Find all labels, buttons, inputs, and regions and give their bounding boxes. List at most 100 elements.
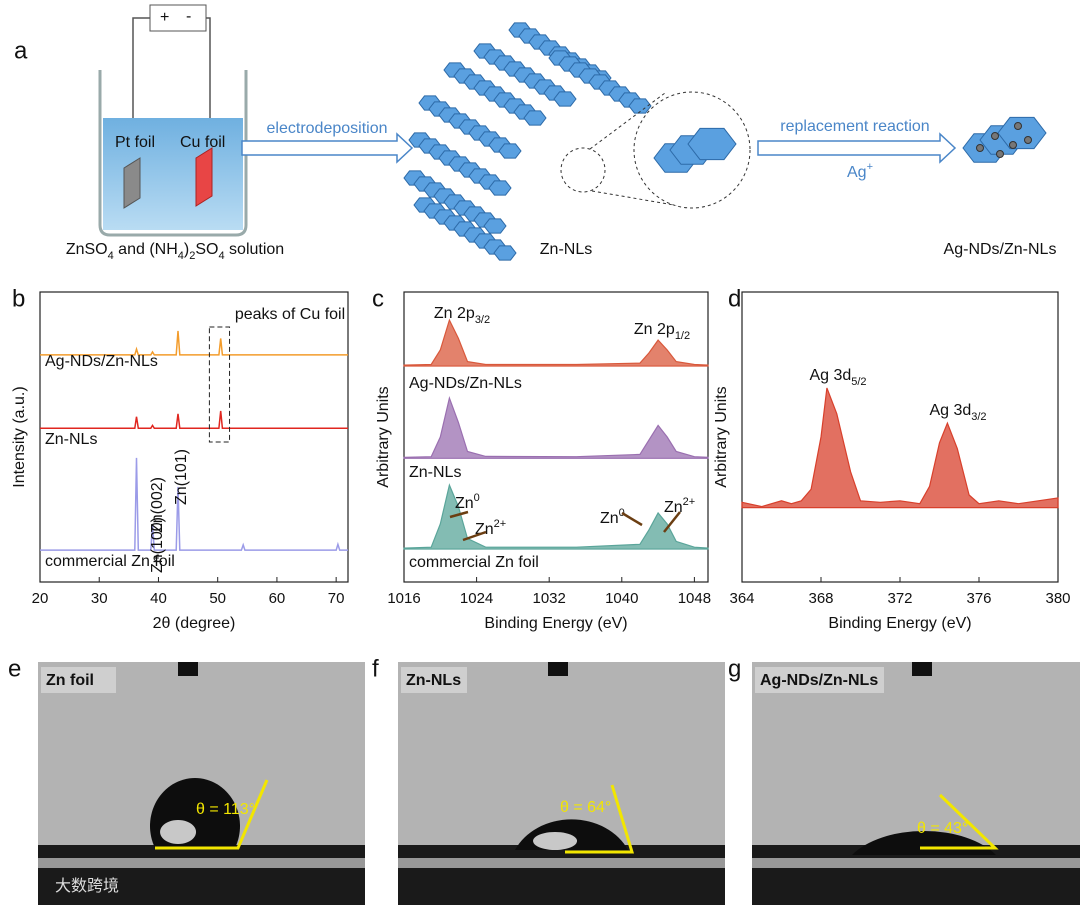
cu-foil-label: Cu foil	[180, 134, 225, 151]
hexagon	[493, 245, 517, 261]
panel-label: c	[372, 285, 384, 312]
text-part: 0	[619, 507, 625, 519]
ag-dot	[1024, 136, 1032, 144]
annotation: Zn2+	[664, 496, 695, 516]
droplet-highlight	[160, 820, 197, 844]
plot-frame	[39, 291, 349, 583]
hexagon	[553, 91, 577, 107]
text-part: +	[867, 161, 873, 173]
text-part: 4	[108, 250, 114, 262]
x-tick-label: 70	[328, 590, 345, 607]
beaker	[98, 70, 248, 237]
watermark: 大数跨境	[55, 876, 119, 895]
y-axis-label: Arbitrary Units	[375, 386, 392, 487]
text-part: Zn(101)	[173, 449, 190, 505]
annotation: Zn0	[600, 507, 625, 527]
text-part: Zn	[455, 495, 474, 512]
x-tick-label: 376	[966, 590, 991, 607]
panel-label: e	[8, 655, 21, 682]
pt-foil-label: Pt foil	[115, 134, 155, 151]
wire	[206, 17, 211, 150]
annotation: Zn(002)	[149, 477, 166, 533]
ag-dot	[1014, 122, 1022, 130]
annotation: Zn 2p3/2	[434, 305, 490, 326]
text-part: Zn 2p	[634, 321, 675, 338]
text-part: 0	[474, 492, 480, 504]
text-part: Zn(002)	[149, 477, 166, 533]
y-axis-label: Arbitrary Units	[713, 386, 730, 487]
needle	[548, 662, 568, 676]
photo-label-box	[401, 667, 467, 693]
substrate	[38, 845, 365, 905]
substrate-reflection	[398, 858, 725, 868]
text-part: 5/2	[851, 376, 866, 388]
series-label: Zn-NLs	[409, 464, 461, 481]
contact-angle: θ = 113°	[196, 801, 255, 818]
battery-minus: -	[186, 8, 191, 25]
annotation-arrow	[462, 530, 487, 542]
text-part: 1/2	[675, 330, 690, 342]
x-tick-label: 364	[729, 590, 754, 607]
annotation: Ag 3d5/2	[809, 367, 866, 388]
text-part: 3/2	[475, 314, 490, 326]
annotation-arrow	[663, 511, 681, 533]
annotation: Ag 3d3/2	[929, 402, 986, 423]
annotation-arrow	[449, 510, 469, 519]
hexagon	[997, 116, 1047, 150]
text-part: 2+	[683, 496, 696, 508]
x-tick-label: 1032	[533, 590, 566, 607]
text-part: 3/2	[971, 411, 986, 423]
hexagon	[523, 110, 547, 126]
spectrum-area	[403, 318, 709, 367]
hexagon	[483, 218, 507, 234]
x-tick-label: 20	[32, 590, 49, 607]
text-part: Zn 2p	[434, 305, 475, 322]
panel-label: g	[728, 655, 741, 682]
photo-label: Zn foil	[46, 672, 94, 689]
x-tick-label: 50	[209, 590, 226, 607]
contact-angle-line	[920, 793, 999, 850]
x-tick-label: 1040	[605, 590, 638, 607]
text-part: 4	[218, 250, 224, 262]
zoom-line	[589, 92, 666, 150]
text-part: 2	[189, 250, 195, 262]
annotation: Zn0	[455, 492, 480, 512]
x-tick-label: 1024	[460, 590, 493, 607]
product-label: Ag-NDs/Zn-NLs	[944, 241, 1057, 258]
text-part: Zn	[664, 499, 683, 516]
hexagon	[488, 180, 512, 196]
text-part: Ag 3d	[929, 402, 971, 419]
substrate-reflection	[752, 858, 1080, 868]
series-label: Zn-NLs	[45, 431, 97, 448]
battery	[149, 4, 207, 32]
x-tick-label: 372	[887, 590, 912, 607]
annotation: Zn(101)	[173, 449, 190, 505]
annotation: Zn(100)	[149, 517, 166, 573]
arrow	[241, 132, 414, 164]
arrow	[757, 132, 957, 164]
text-part: Zn(100)	[149, 517, 166, 573]
text-part: Ag	[847, 164, 867, 181]
panel-label: a	[14, 37, 28, 64]
hexagon	[498, 143, 522, 159]
ag-dot	[996, 150, 1004, 158]
step-label: replacement reaction	[780, 118, 929, 135]
plot-frame	[741, 291, 1059, 583]
contact-angle: θ = 64°	[560, 799, 611, 816]
x-axis-label: Binding Energy (eV)	[484, 615, 627, 632]
x-tick-label: 1016	[387, 590, 420, 607]
cu-foil	[195, 147, 213, 207]
text-part: 2+	[494, 518, 507, 530]
product-label: Zn-NLs	[540, 241, 592, 258]
pattern-line	[40, 457, 348, 551]
text-part: peaks of Cu foil	[235, 306, 345, 323]
text-part: ZnSO	[66, 241, 108, 258]
cu-peak-box	[208, 326, 231, 443]
spectrum-area	[403, 483, 709, 550]
series-label: commercial Zn foil	[409, 554, 539, 571]
contact-angle-line	[565, 784, 635, 854]
x-axis-label: Binding Energy (eV)	[828, 615, 971, 632]
ag-dot	[991, 132, 999, 140]
panel-label: d	[728, 285, 741, 312]
